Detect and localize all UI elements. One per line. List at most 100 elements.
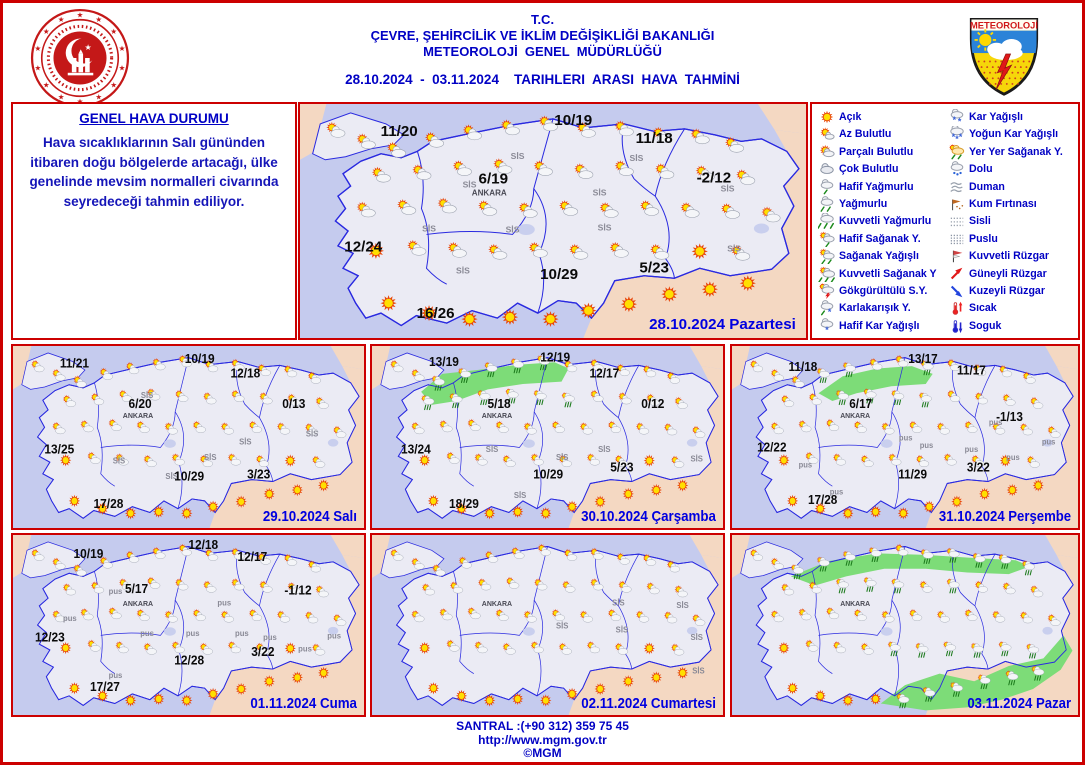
- map-thursday: pus pus pus pus pus pus pus pus ANKARA 11/18 13/17…: [732, 346, 1078, 528]
- svg-text:6/20: 6/20: [128, 396, 151, 411]
- general-weather-text: Hava sıcaklıklarının Salı gününden itiba…: [29, 135, 279, 209]
- cok-bulutlu-icon: [818, 161, 836, 177]
- svg-text:5/23: 5/23: [610, 460, 633, 475]
- legend-item-az-bulutlu: Az Bulutlu: [818, 126, 946, 142]
- svg-text:18/29: 18/29: [449, 496, 479, 511]
- legend-label: Yağmurlu: [839, 198, 888, 211]
- svg-text:13/24: 13/24: [401, 442, 431, 457]
- legend-label: Sisli: [969, 215, 991, 228]
- svg-text:SİS: SİS: [690, 633, 703, 642]
- kuvvetli-yagmurlu-icon: [817, 212, 836, 230]
- svg-text:pus: pus: [63, 613, 77, 622]
- svg-text:★: ★: [35, 63, 42, 72]
- svg-text:3/22: 3/22: [967, 460, 990, 475]
- svg-text:6/17: 6/17: [849, 396, 872, 411]
- hafif-yagmurlu-icon: [818, 178, 836, 195]
- svg-text:SİS: SİS: [514, 489, 527, 499]
- map-panel-friday: pus pus pus pus pus pus pus pus pus pus ANKARA 10/1…: [11, 533, 366, 717]
- svg-text:ANKARA: ANKARA: [123, 599, 154, 608]
- legend-label: Hafif Yağmurlu: [839, 180, 914, 193]
- legend-label: Dolu: [969, 163, 993, 176]
- svg-text:pus: pus: [327, 631, 341, 640]
- legend-item-sicak: Sıcak: [948, 300, 1076, 316]
- svg-text:12/17: 12/17: [589, 366, 619, 381]
- legend-label: Duman: [969, 180, 1005, 193]
- svg-text:12/24: 12/24: [344, 238, 383, 255]
- svg-text:12/19: 12/19: [540, 350, 570, 365]
- gokgurultulu-icon: [818, 283, 836, 300]
- svg-text:★: ★: [43, 81, 50, 90]
- svg-text:*: *: [828, 308, 832, 317]
- svg-text:SİS: SİS: [422, 224, 436, 234]
- svg-text:30.10.2024 Çarşamba: 30.10.2024 Çarşamba: [581, 507, 716, 524]
- legend-panel: Açık Az Bulutlu Parçalı Bulutlu Çok Bulutlu…: [810, 102, 1080, 340]
- svg-text:SİS: SİS: [511, 151, 525, 161]
- yagmurlu-icon: [818, 196, 836, 212]
- header-mgm-name: METEOROLOJİ GENEL MÜDÜRLÜĞÜ: [423, 44, 662, 59]
- svg-text:11/29: 11/29: [898, 467, 927, 482]
- meteoroloji-shield-logo: METEOROLOJİ: [964, 11, 1044, 97]
- svg-text:SİS: SİS: [598, 444, 611, 454]
- header-ministry-name: ÇEVRE, ŞEHİRCİLİK VE İKLİM DEĞİŞİKLİĞİ B…: [370, 28, 715, 43]
- svg-text:SİS: SİS: [598, 223, 612, 233]
- svg-text:★: ★: [119, 63, 126, 72]
- legend-item-kar-yagisli: * * Kar Yağışlı: [948, 108, 1076, 127]
- svg-text:★: ★: [77, 11, 84, 20]
- svg-text:SİS: SİS: [593, 188, 607, 198]
- svg-text:10/19: 10/19: [554, 112, 592, 129]
- puslu-icon: [948, 231, 966, 247]
- map-panel-thursday: pus pus pus pus pus pus pus pus ANKARA 11/18 13/17…: [730, 344, 1080, 530]
- svg-text:pus: pus: [920, 441, 934, 450]
- kuvvetli-ruzgar-icon: [948, 248, 966, 264]
- svg-text:13/25: 13/25: [44, 442, 74, 457]
- svg-text:SİS: SİS: [630, 153, 644, 163]
- duman-icon: [948, 179, 966, 195]
- svg-text:12/28: 12/28: [174, 653, 204, 668]
- svg-text:17/27: 17/27: [90, 680, 120, 695]
- map-sunday: ANKARA 03.11.2024 Pazar: [732, 535, 1078, 715]
- svg-text:ANKARA: ANKARA: [482, 411, 513, 420]
- hafif-saganak-icon: [818, 231, 836, 248]
- legend-item-kuzeyli-ruzgar: Kuzeyli Rüzgar: [948, 283, 1076, 299]
- svg-text:5/17: 5/17: [125, 582, 148, 597]
- hafif-kar-icon: *: [818, 318, 836, 335]
- svg-text:★: ★: [95, 15, 102, 24]
- svg-text:11/17: 11/17: [957, 363, 986, 378]
- legend-item-kuvvetli-ruzgar: Kuvvetli Rüzgar: [948, 248, 1076, 264]
- general-weather-panel: GENEL HAVA DURUMU Hava sıcaklıklarının S…: [11, 102, 297, 340]
- footer: SANTRAL :(+90 312) 359 75 45 http://www.…: [3, 719, 1082, 761]
- svg-text:★: ★: [58, 15, 65, 24]
- legend-item-hafif-kar: * Hafif Kar Yağışlı: [818, 318, 946, 335]
- svg-text:10/29: 10/29: [540, 266, 578, 283]
- svg-text:11/18: 11/18: [636, 130, 673, 147]
- legend-item-kuvvetli-saganak: Kuvvetli Sağanak Y: [818, 266, 946, 283]
- legend-item-acik: Açık: [818, 109, 946, 125]
- svg-text:SİS: SİS: [506, 225, 520, 235]
- legend-label: Kuzeyli Rüzgar: [969, 285, 1045, 298]
- svg-text:29.10.2024 Salı: 29.10.2024 Salı: [263, 507, 357, 524]
- svg-text:SİS: SİS: [690, 453, 703, 463]
- svg-text:SİS: SİS: [616, 625, 629, 634]
- svg-text:pus: pus: [109, 587, 123, 596]
- legend-label: Sağanak Yağışlı: [839, 250, 919, 263]
- legend-item-kuvvetli-yagmurlu: Kuvvetli Yağmurlu: [817, 212, 946, 230]
- legend-label: Parçalı Bulutlu: [839, 145, 914, 158]
- sisli-icon: [948, 213, 966, 229]
- svg-text:SİS: SİS: [556, 451, 569, 461]
- general-weather-title: GENEL HAVA DURUMU: [79, 111, 229, 126]
- turkey-weather-map: SİS SİS SİS SİS SİS SİS ANKARA 02.11.2024 Cumar…: [372, 535, 723, 715]
- svg-text:SİS: SİS: [721, 184, 735, 194]
- svg-text:SİS: SİS: [486, 444, 499, 454]
- svg-text:5/18: 5/18: [487, 396, 510, 411]
- svg-text:02.11.2024 Cumartesi: 02.11.2024 Cumartesi: [581, 695, 716, 712]
- svg-text:pus: pus: [1042, 437, 1056, 446]
- yogun-kar-icon: * * *: [948, 125, 966, 144]
- svg-text:pus: pus: [109, 671, 123, 680]
- svg-text:*: *: [953, 115, 957, 125]
- svg-text:11/20: 11/20: [381, 123, 418, 140]
- svg-text:pus: pus: [989, 418, 1003, 427]
- svg-text:03.11.2024 Pazar: 03.11.2024 Pazar: [967, 694, 1071, 711]
- svg-text:10/29: 10/29: [533, 467, 563, 482]
- map-saturday: SİS SİS SİS SİS SİS SİS ANKARA 02.11.2024 Cumar…: [372, 535, 723, 715]
